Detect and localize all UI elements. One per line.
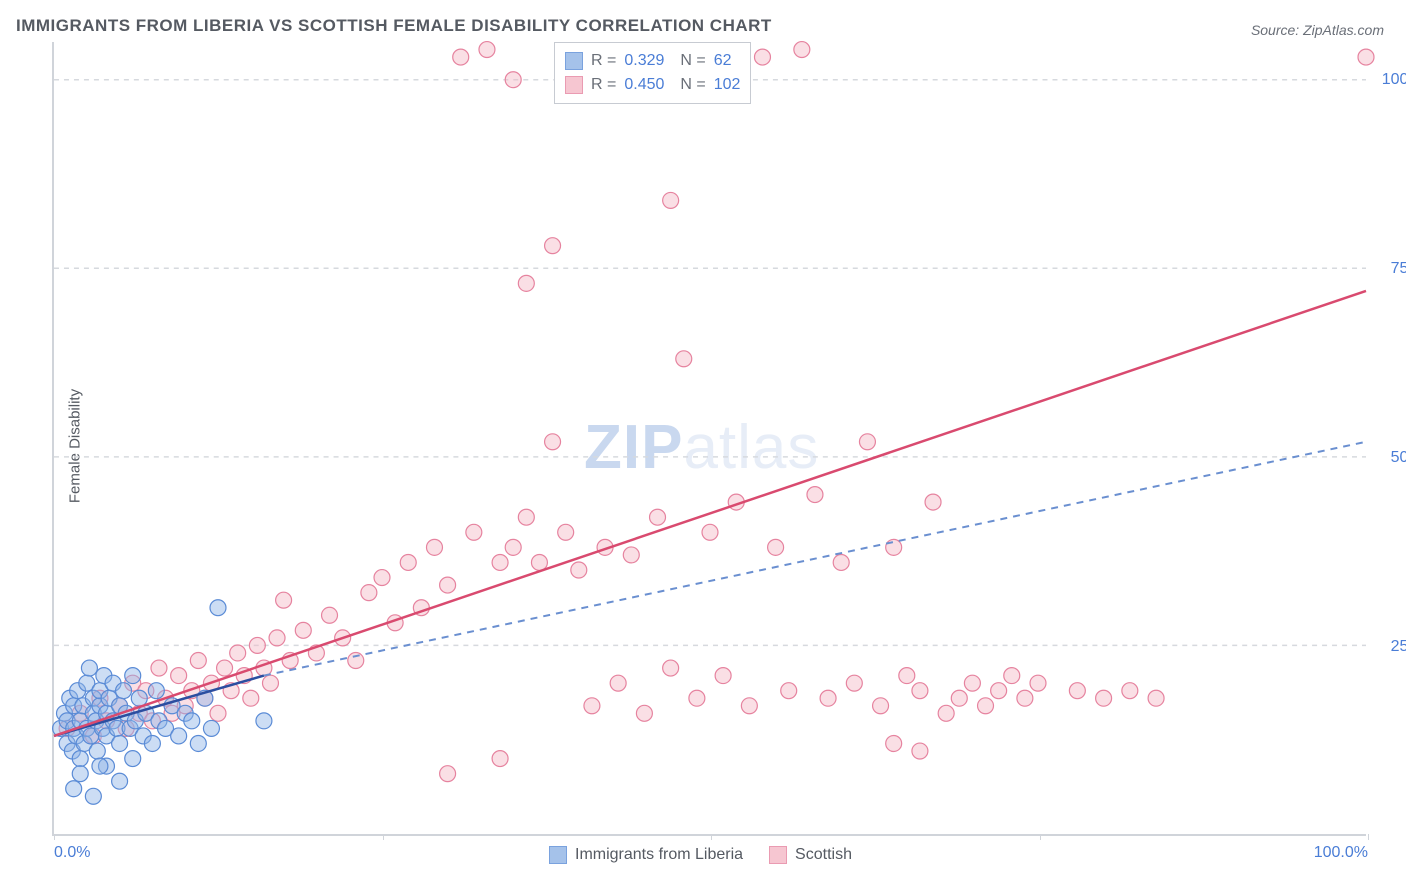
legend-swatch-liberia (565, 52, 583, 70)
scatter-plot-svg (54, 42, 1366, 834)
legend-series-names: Immigrants from Liberia Scottish (549, 846, 852, 864)
legend-r-label: R = (591, 49, 616, 73)
legend-n-value-liberia: 62 (714, 49, 732, 73)
y-tick-label: 50.0% (1391, 449, 1406, 467)
legend-item-scottish: Scottish (769, 846, 852, 864)
chart-title: IMMIGRANTS FROM LIBERIA VS SCOTTISH FEMA… (16, 16, 772, 36)
x-tick-label: 100.0% (1314, 844, 1368, 862)
legend-n-label: N = (680, 49, 705, 73)
y-tick-label: 25.0% (1391, 638, 1406, 656)
plot-area: ZIPatlas 25.0%50.0%75.0%100.0% 0.0%100.0… (52, 42, 1366, 836)
legend-r-label: R = (591, 73, 616, 97)
legend-swatch-scottish (565, 76, 583, 94)
y-tick-label: 100.0% (1382, 71, 1406, 89)
y-tick-label: 75.0% (1391, 260, 1406, 278)
legend-r-value-liberia: 0.329 (624, 49, 664, 73)
legend-label-scottish: Scottish (795, 846, 852, 864)
legend-correlation-box: R = 0.329 N = 62 R = 0.450 N = 102 (554, 42, 751, 104)
legend-n-label: N = (680, 73, 705, 97)
x-tick-label: 0.0% (54, 844, 90, 862)
legend-row-liberia: R = 0.329 N = 62 (565, 49, 740, 73)
legend-r-value-scottish: 0.450 (624, 73, 664, 97)
legend-n-value-scottish: 102 (714, 73, 741, 97)
legend-label-liberia: Immigrants from Liberia (575, 846, 743, 864)
legend-swatch-liberia-b (549, 846, 567, 864)
legend-row-scottish: R = 0.450 N = 102 (565, 73, 740, 97)
legend-swatch-scottish-b (769, 846, 787, 864)
source-attribution: Source: ZipAtlas.com (1251, 22, 1384, 38)
legend-item-liberia: Immigrants from Liberia (549, 846, 743, 864)
